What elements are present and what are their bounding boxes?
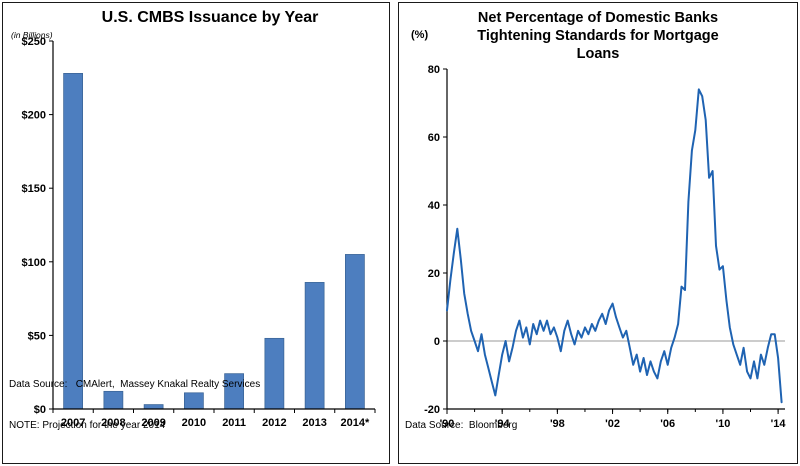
x-tick-label: 2009 — [141, 417, 165, 429]
x-tick-label: 2011 — [222, 417, 246, 429]
right-chart-title-line3: Loans — [576, 46, 620, 63]
bar-2013 — [304, 282, 325, 410]
x-tick-label: 2014* — [340, 417, 369, 429]
x-tick-label: '02 — [605, 418, 620, 430]
x-tick-label: '94 — [495, 418, 511, 430]
y-tick-label: $50 — [28, 330, 46, 342]
y-tick-label: 40 — [428, 200, 440, 212]
x-tick-label: '14 — [771, 418, 787, 430]
y-tick-label: $150 — [22, 183, 46, 195]
x-tick-label: 2013 — [302, 417, 326, 429]
y-tick-label: 80 — [428, 64, 440, 76]
x-tick-label: '90 — [440, 418, 455, 430]
right-chart-title-line2: Tightening Standards for Mortgage — [477, 28, 719, 45]
x-tick-label: 2010 — [182, 417, 206, 429]
y-tick-label: $0 — [34, 404, 46, 416]
x-tick-label: '10 — [715, 418, 730, 430]
tightening-standards-series — [446, 88, 783, 404]
x-tick-label: '06 — [660, 418, 675, 430]
left-chart-title: U.S. CMBS Issuance by Year — [101, 9, 319, 26]
x-tick-label: 2007 — [61, 417, 85, 429]
right-chart-title: Net Percentage of Domestic Banks Tighten… — [399, 9, 797, 63]
left-data-source: Data Source: CMAlert, Massey Knakal Real… — [9, 379, 261, 390]
cmbs-issuance-panel: U.S. CMBS Issuance by Year (in Billions)… — [2, 2, 390, 464]
tightening-standards-panel: Net Percentage of Domestic Banks Tighten… — [398, 2, 798, 464]
x-tick-label: 2012 — [262, 417, 286, 429]
y-tick-label: 20 — [428, 268, 440, 280]
bar-2014 — [345, 254, 365, 410]
bar-plot-area: $0 $50 $100 $150 $200 $250 2007 2008 2009 2010 201… — [22, 36, 376, 429]
left-axis-units-label: (in Billions) — [11, 30, 53, 40]
y-tick-label: $200 — [22, 110, 46, 122]
right-chart-title-line1: Net Percentage of Domestic Banks — [477, 10, 719, 26]
right-data-source: Data Source: Bloomberg — [405, 419, 518, 431]
x-tick-label: '98 — [550, 418, 565, 430]
left-note: NOTE: Projection for the year 2014 — [9, 419, 166, 431]
y-tick-label: 60 — [428, 132, 440, 144]
right-axis-units-label: (%) — [411, 29, 429, 41]
tightening-standards-line-chart: -20 0 20 40 60 80 '90 '94 '98 '02 '06 '10 '14 — [424, 64, 786, 430]
y-tick-label: 0 — [434, 336, 440, 348]
left-footer: Data Source: CMAlert, Massey Knakal Real… — [9, 351, 260, 459]
cmbs-bar-chart: $0 $50 $100 $150 $200 $250 2007 2008 2009 2010 201… — [22, 36, 376, 429]
bar-2012 — [264, 337, 285, 410]
line-plot-area: -20 0 20 40 60 80 '90 '94 '98 '02 '06 '10 '14 — [424, 64, 786, 430]
y-tick-label: $100 — [22, 257, 46, 269]
right-footer: Data Source: Bloomberg — [405, 392, 517, 460]
y-tick-label: -20 — [424, 404, 440, 416]
x-tick-label: 2008 — [101, 417, 125, 429]
y-tick-label: $250 — [22, 36, 46, 48]
